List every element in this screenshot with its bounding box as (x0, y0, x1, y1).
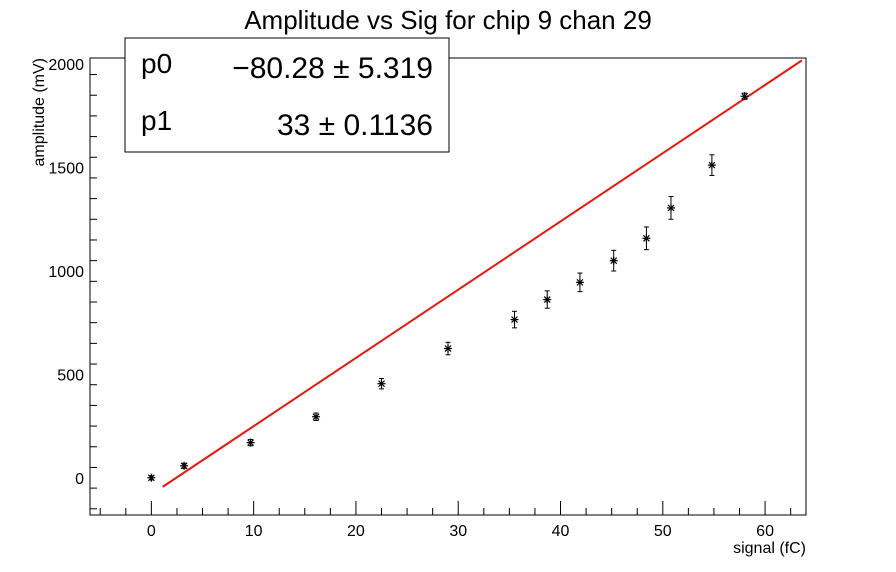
y-axis-title: amplitude (mV) (31, 58, 48, 166)
data-point (666, 196, 675, 220)
data-point (740, 92, 749, 101)
asterisk-marker (511, 316, 518, 324)
y-tick-label: 1000 (48, 264, 84, 281)
x-tick-label: 10 (245, 523, 263, 540)
x-tick-label: 60 (756, 523, 774, 540)
x-tick-label: 20 (347, 523, 365, 540)
asterisk-marker (741, 92, 749, 100)
x-tick-label: 50 (654, 523, 672, 540)
x-axis-tick-labels: 0 10 20 30 40 50 60 (147, 523, 774, 540)
data-point (609, 249, 618, 272)
asterisk-marker (378, 380, 385, 388)
asterisk-marker (180, 462, 188, 470)
asterisk-marker (610, 257, 618, 265)
stats-p1-value: 33 ± 0.1136 (277, 109, 433, 142)
asterisk-marker (147, 474, 155, 482)
data-point (543, 290, 552, 309)
y-axis-ticks (90, 74, 97, 510)
fit-line (162, 59, 803, 488)
asterisk-marker (247, 439, 255, 447)
asterisk-marker (312, 413, 320, 421)
data-point (180, 461, 189, 470)
fit-line-layer (162, 59, 803, 488)
data-points-layer (147, 92, 749, 482)
y-tick-label: 2000 (48, 57, 84, 74)
data-point (444, 341, 452, 356)
data-point (642, 226, 651, 251)
x-axis-title: signal (fC) (733, 540, 806, 557)
stats-box-frame (124, 37, 450, 153)
x-axis-ticks (99, 501, 792, 515)
y-tick-label: 0 (75, 471, 84, 488)
asterisk-marker (667, 204, 675, 212)
data-point (377, 378, 386, 390)
data-point (510, 310, 519, 329)
stats-p0-name: p0 (141, 48, 172, 79)
data-point (575, 272, 584, 293)
data-point (246, 438, 255, 447)
chart-title: Amplitude vs Sig for chip 9 chan 29 (244, 5, 652, 35)
asterisk-marker (643, 234, 650, 242)
y-tick-label: 500 (57, 367, 84, 384)
stats-p1-name: p1 (141, 105, 172, 136)
stats-p0-value: −80.28 ± 5.319 (232, 52, 433, 85)
asterisk-marker (576, 278, 584, 286)
y-tick-label: 1500 (48, 161, 84, 178)
data-point (147, 473, 156, 482)
x-tick-label: 30 (449, 523, 467, 540)
stats-box: p0 −80.28 ± 5.319 p1 33 ± 0.1136 (124, 37, 450, 153)
asterisk-marker (708, 161, 716, 169)
asterisk-marker (444, 345, 452, 352)
x-tick-label: 40 (552, 523, 570, 540)
data-point (707, 154, 716, 176)
x-tick-label: 0 (147, 523, 156, 540)
plot-area: 0 10 20 30 40 50 60 0 500 1000 1500 2000 (48, 57, 807, 540)
data-point (312, 412, 321, 421)
asterisk-marker (543, 296, 551, 303)
y-axis-tick-labels: 0 500 1000 1500 2000 (48, 57, 84, 488)
